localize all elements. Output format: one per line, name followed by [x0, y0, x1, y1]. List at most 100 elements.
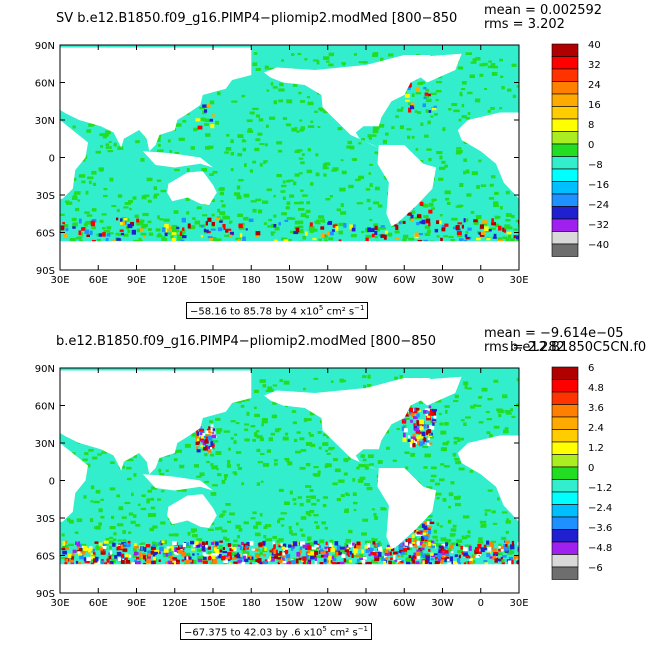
field-cell	[497, 497, 500, 501]
field-cell	[423, 203, 429, 208]
field-cell	[415, 409, 419, 413]
field-cell	[238, 527, 243, 532]
field-cell	[301, 534, 306, 537]
field-cell	[252, 438, 257, 442]
field-cell	[320, 232, 325, 238]
field-cell	[425, 413, 428, 416]
field-cell	[369, 163, 374, 166]
field-cell	[134, 542, 137, 547]
field-cell	[142, 555, 146, 560]
field-cell	[118, 233, 124, 236]
field-cell	[330, 380, 334, 383]
field-cell	[325, 449, 328, 452]
field-cell	[453, 109, 460, 113]
field-cell	[300, 161, 305, 165]
field-cell	[157, 498, 162, 501]
field-cell	[215, 467, 219, 471]
field-cell	[288, 525, 292, 530]
field-cell	[318, 215, 325, 219]
field-cell	[392, 459, 397, 462]
field-cell	[326, 552, 329, 558]
field-cell	[255, 114, 260, 118]
field-cell	[156, 179, 162, 182]
field-cell	[92, 182, 97, 186]
field-cell	[234, 554, 238, 558]
field-cell	[473, 219, 478, 223]
field-cell	[211, 199, 215, 203]
field-cell	[192, 544, 198, 548]
field-cell	[174, 552, 179, 555]
field-cell	[211, 484, 218, 487]
field-cell	[292, 498, 297, 501]
field-cell	[226, 133, 230, 137]
field-cell	[292, 541, 298, 547]
field-cell	[460, 419, 465, 422]
field-cell	[230, 151, 235, 156]
field-cell	[477, 541, 484, 544]
field-cell	[197, 125, 203, 130]
field-cell	[212, 170, 218, 174]
field-cell	[339, 378, 344, 383]
field-cell	[270, 432, 275, 436]
field-cell	[220, 200, 224, 203]
field-cell	[246, 411, 250, 416]
field-cell	[284, 432, 289, 436]
legend-swatch	[551, 554, 579, 568]
field-cell	[91, 456, 98, 460]
land-mask	[167, 171, 217, 205]
field-cell	[257, 132, 263, 136]
field-cell	[100, 515, 105, 519]
lat-label: 60N	[35, 402, 55, 413]
field-cell	[146, 498, 151, 501]
field-cell	[367, 543, 371, 548]
field-cell	[90, 552, 94, 556]
field-cell	[327, 547, 333, 552]
field-cell	[215, 217, 220, 221]
field-cell	[160, 490, 165, 493]
field-cell	[468, 545, 472, 551]
field-cell	[455, 205, 462, 208]
field-cell	[408, 107, 412, 113]
lon-label: 120E	[162, 598, 187, 609]
field-cell	[314, 220, 319, 224]
field-cell	[460, 545, 464, 550]
field-cell	[242, 555, 246, 560]
field-cell	[453, 399, 459, 403]
field-cell	[430, 466, 437, 470]
field-cell	[277, 543, 281, 548]
field-cell	[332, 554, 337, 558]
legend-label: −3.6	[588, 523, 612, 534]
field-cell	[441, 549, 446, 552]
field-cell	[344, 542, 348, 547]
field-cell	[190, 540, 195, 545]
lon-label: 30E	[50, 598, 69, 609]
field-cell	[431, 198, 437, 202]
field-cell	[225, 503, 231, 506]
legend-swatch	[551, 504, 579, 518]
field-cell	[424, 408, 430, 411]
field-cell	[231, 100, 238, 103]
field-cell	[420, 547, 425, 551]
field-cell	[236, 195, 242, 200]
field-cell	[423, 521, 427, 526]
field-cell	[380, 57, 384, 62]
field-cell	[216, 473, 222, 477]
field-cell	[317, 125, 321, 129]
field-cell	[266, 449, 272, 453]
field-cell	[415, 551, 420, 556]
field-cell	[419, 426, 424, 431]
field-cell	[210, 424, 214, 427]
field-cell	[176, 234, 182, 238]
field-cell	[67, 518, 71, 522]
field-cell	[441, 560, 444, 564]
field-cell	[431, 411, 436, 416]
field-cell	[134, 545, 139, 549]
field-cell	[429, 425, 435, 430]
field-cell	[239, 232, 243, 238]
field-cell	[421, 554, 427, 558]
field-cell	[370, 134, 377, 137]
field-cell	[331, 544, 334, 549]
field-cell	[458, 66, 464, 70]
field-cell	[172, 541, 177, 546]
field-cell	[309, 411, 315, 416]
